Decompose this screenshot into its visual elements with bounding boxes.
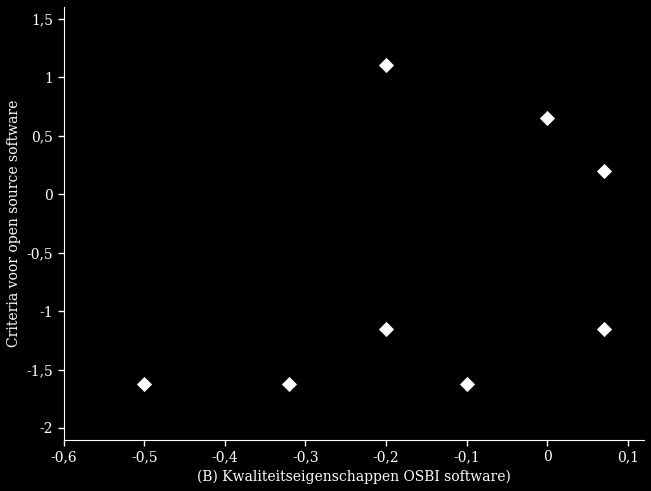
Point xyxy=(598,167,609,175)
Point xyxy=(381,61,391,69)
Point xyxy=(139,380,150,387)
Point xyxy=(462,380,472,387)
Y-axis label: Criteria voor open source software: Criteria voor open source software xyxy=(7,100,21,347)
Point xyxy=(284,380,295,387)
Point xyxy=(381,325,391,332)
Point xyxy=(542,114,553,122)
X-axis label: (B) Kwaliteitseigenschappen OSBI software): (B) Kwaliteitseigenschappen OSBI softwar… xyxy=(197,470,511,484)
Point xyxy=(598,325,609,332)
